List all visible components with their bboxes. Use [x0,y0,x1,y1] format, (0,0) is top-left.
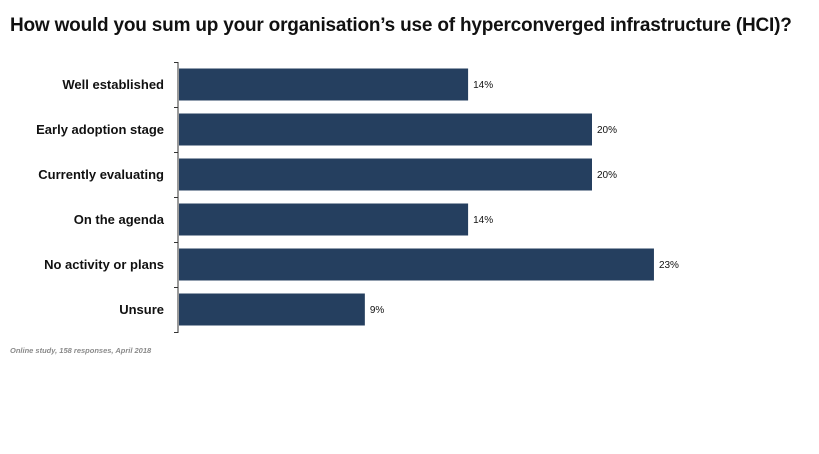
category-label: Unsure [119,302,164,317]
value-label: 14% [473,80,493,91]
category-labels: Well established Early adoption stage Curr… [36,77,165,317]
bar-on-the-agenda [179,203,469,236]
category-label: Well established [62,77,164,92]
chart-title: How would you sum up your organisation’s… [10,15,792,36]
value-label: 23% [659,260,679,271]
value-label: 14% [473,215,493,226]
value-label: 20% [597,170,617,181]
value-label: 9% [370,305,385,316]
bar-early-adoption-stage [179,113,592,146]
category-label: Early adoption stage [36,122,164,137]
bar-currently-evaluating [179,158,592,191]
bars-layer [179,68,654,326]
category-label: No activity or plans [44,257,164,272]
bar-unsure [179,293,365,326]
value-label: 20% [597,125,617,136]
bar-no-activity-or-plans [179,248,654,281]
category-label: Currently evaluating [38,167,164,182]
value-labels: 14% 20% 20% 14% 23% 9% [370,80,679,316]
bar-well-established [179,68,469,101]
axis-ticks [174,62,178,333]
category-label: On the agenda [74,212,165,227]
footnote: Online study, 158 responses, April 2018 [10,346,152,355]
